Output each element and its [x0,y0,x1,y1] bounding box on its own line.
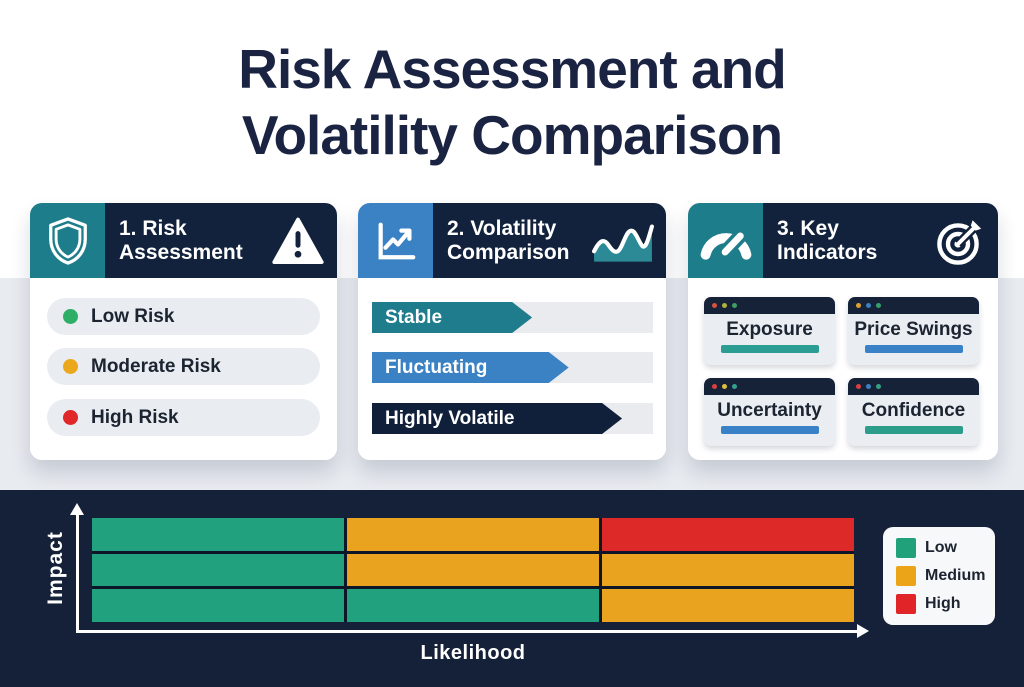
shield-icon [30,203,105,278]
card-key-indicators-body: Exposure Price Swings Uncertainty [688,278,998,460]
risk-level-moderate: Moderate Risk [47,348,320,385]
stable-arrow: Stable [372,302,532,333]
x-axis-label: Likelihood [420,642,526,664]
matrix-cell-r2c3 [602,553,854,587]
y-axis-label: Impact [44,531,67,605]
highly-volatile-arrow: Highly Volatile [372,403,622,434]
low-risk-label: Low Risk [91,305,175,327]
price-swings-window-bar [848,297,979,314]
legend-item-high: High [896,594,982,614]
card-key-indicators: 3. Key Indicators [688,203,998,460]
window-dot-icon [856,384,861,389]
indicator-tile-exposure: Exposure [704,297,835,365]
high-risk-dot [63,410,78,425]
confidence-label: Confidence [861,400,966,421]
fluctuating-label: Fluctuating [385,356,488,378]
matrix-cell-r1c1 [92,518,344,551]
card-risk-assessment-body: Low Risk Moderate Risk High Risk [30,278,337,460]
matrix-cell-r3c1 [92,589,344,622]
window-dot-icon [876,384,881,389]
window-dot-icon [876,303,881,308]
matrix-cell-r1c2 [347,518,599,551]
warning-triangle-icon [271,216,325,266]
card-risk-assessment-title: 1. Risk Assessment [119,216,243,264]
exposure-underline-bar [720,345,819,353]
matrix-legend: Low Medium High [883,527,995,625]
card-volatility-header: 2. Volatility Comparison [358,203,666,278]
matrix-cell-r1c3 [602,518,854,551]
matrix-cell-r2c2 [347,553,599,587]
legend-item-medium: Medium [896,566,986,586]
highly-volatile-label: Highly Volatile [385,407,515,429]
card-volatility-title: 2. Volatility Comparison [447,216,570,264]
legend-item-low: Low [896,538,982,558]
card-volatility-body: Stable Fluctuating Highly Volatile [358,278,666,460]
high-legend-label: High [925,595,961,612]
card-risk-assessment-titlebar: 1. Risk Assessment [105,203,337,278]
low-risk-dot [63,309,78,324]
line-chart-icon [358,203,433,278]
wave-icon [592,218,654,264]
medium-legend-label: Medium [925,567,986,584]
volatility-bar-stable: Stable [372,302,653,333]
high-risk-label: High Risk [91,406,179,428]
uncertainty-label: Uncertainty [717,400,822,421]
moderate-risk-dot [63,359,78,374]
window-dot-icon [722,303,727,308]
y-axis [76,514,79,632]
window-dot-icon [866,384,871,389]
confidence-underline-bar [864,426,963,434]
window-dot-icon [712,303,717,308]
price-swings-underline-bar [864,345,963,353]
volatility-bar-fluctuating: Fluctuating [372,352,653,383]
matrix-cell-r3c2 [347,589,599,622]
target-icon [934,215,986,267]
card-key-indicators-header: 3. Key Indicators [688,203,998,278]
uncertainty-underline-bar [720,426,819,434]
card-risk-assessment-header: 1. Risk Assessment [30,203,337,278]
window-dot-icon [856,303,861,308]
low-legend-label: Low [925,539,957,556]
matrix-cell-r3c3 [602,589,854,622]
window-dot-icon [866,303,871,308]
price-swings-label: Price Swings [854,319,973,340]
gauge-icon [688,203,763,278]
card-volatility-comparison: 2. Volatility Comparison Stable Fluctuat… [358,203,666,460]
exposure-window-bar [704,297,835,314]
y-axis-arrowhead-icon [70,503,84,515]
confidence-window-bar [848,378,979,395]
moderate-risk-label: Moderate Risk [91,355,221,377]
risk-level-high: High Risk [47,399,320,436]
x-axis-arrowhead-icon [857,624,869,638]
card-risk-assessment: 1. Risk Assessment Low Risk Moderate Ris… [30,203,337,460]
window-dot-icon [722,384,727,389]
medium-swatch [896,566,916,586]
card-volatility-titlebar: 2. Volatility Comparison [433,203,666,278]
high-swatch [896,594,916,614]
volatility-bar-highly-volatile: Highly Volatile [372,403,653,434]
window-dot-icon [712,384,717,389]
indicator-tile-uncertainty: Uncertainty [704,378,835,446]
x-axis [76,630,859,633]
stable-label: Stable [385,306,443,328]
fluctuating-arrow: Fluctuating [372,352,569,383]
matrix-cell-r2c1 [92,553,344,587]
low-swatch [896,538,916,558]
page-title: Risk Assessment and Volatility Compariso… [0,36,1024,168]
card-key-indicators-titlebar: 3. Key Indicators [763,203,998,278]
exposure-label: Exposure [726,319,813,340]
uncertainty-window-bar [704,378,835,395]
page-title-line2: Volatility Comparison [241,104,783,166]
card-key-indicators-title: 3. Key Indicators [777,216,878,264]
window-dot-icon [732,303,737,308]
indicator-tile-price-swings: Price Swings [848,297,979,365]
indicator-tile-confidence: Confidence [848,378,979,446]
page-title-line1: Risk Assessment and [238,38,787,100]
risk-matrix [92,518,854,622]
risk-level-low: Low Risk [47,298,320,335]
window-dot-icon [732,384,737,389]
